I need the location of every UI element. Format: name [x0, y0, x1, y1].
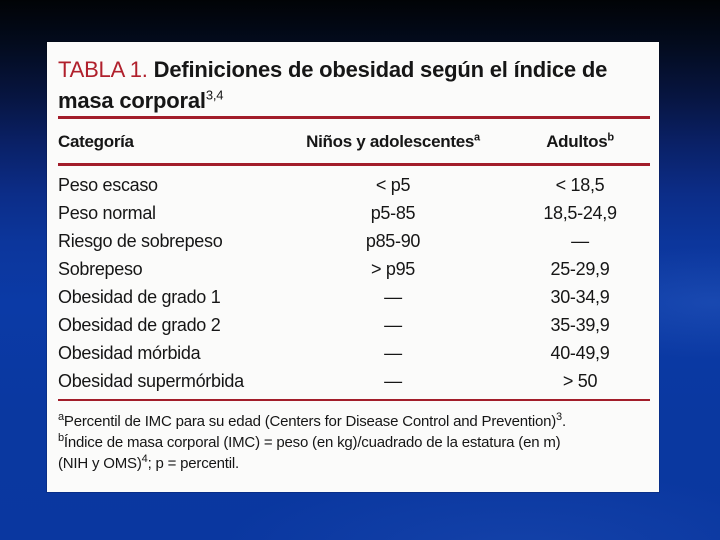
- table-card: TABLA 1. Definiciones de obesidad según …: [47, 42, 659, 492]
- cell-adultos: 30-34,9: [550, 286, 610, 307]
- cell-ninos: —: [384, 314, 402, 335]
- table-row: Peso normal p5-85 18,5-24,9: [58, 199, 650, 227]
- cell-categoria: Peso normal: [58, 202, 156, 223]
- cell-adultos: < 18,5: [555, 174, 605, 195]
- rule-top: [58, 116, 650, 119]
- cell-adultos: 35-39,9: [550, 314, 610, 335]
- footnote-b: bÍndice de masa corporal (IMC) = peso (e…: [58, 432, 561, 473]
- cell-ninos: —: [384, 342, 402, 363]
- cell-adultos: 25-29,9: [550, 258, 610, 279]
- cell-categoria: Peso escaso: [58, 174, 158, 195]
- cell-adultos: 18,5-24,9: [543, 202, 617, 223]
- table-number-label: TABLA 1.: [58, 57, 148, 82]
- cell-categoria: Sobrepeso: [58, 258, 143, 279]
- table-row: Peso escaso < p5 < 18,5: [58, 171, 650, 199]
- rule-bottom: [58, 399, 650, 401]
- cell-adultos: 40-49,9: [550, 342, 610, 363]
- footnote-b-ref: 4: [141, 453, 148, 465]
- cell-ninos: > p95: [370, 258, 416, 279]
- table-body: Peso escaso < p5 < 18,5 Peso normal p5-8…: [58, 166, 650, 395]
- cell-ninos: < p5: [375, 174, 411, 195]
- table-row: Obesidad mórbida — 40-49,9: [58, 339, 650, 367]
- col-header-adultos-sup: b: [607, 131, 614, 144]
- table-header-row: Categoría Niños y adolescentesa Adultosb: [58, 119, 650, 163]
- cell-categoria: Riesgo de sobrepeso: [58, 230, 223, 251]
- col-header-adultos: Adultosb: [546, 131, 614, 151]
- cell-categoria: Obesidad supermórbida: [58, 370, 244, 391]
- cell-ninos: p85-90: [365, 230, 421, 251]
- footnote-a-marker: a: [58, 411, 64, 423]
- cell-categoria: Obesidad de grado 2: [58, 314, 221, 335]
- footnote-a: aPercentil de IMC para su edad (Centers …: [58, 411, 566, 431]
- table-row: Sobrepeso > p95 25-29,9: [58, 255, 650, 283]
- rule-under-header: [58, 163, 650, 166]
- table-footnotes: aPercentil de IMC para su edad (Centers …: [58, 411, 650, 474]
- table-title-line2: masa corporal: [58, 88, 206, 113]
- footnote-a-ref: 3: [556, 411, 562, 423]
- table-title-line1: Definiciones de obesidad según el índice…: [153, 57, 608, 82]
- table-title: TABLA 1. Definiciones de obesidad según …: [58, 54, 650, 116]
- cell-categoria: Obesidad mórbida: [58, 342, 201, 363]
- col-header-ninos-sup: a: [474, 131, 480, 144]
- title-superscript: 3,4: [205, 87, 224, 103]
- cell-adultos: > 50: [562, 370, 598, 391]
- cell-categoria: Obesidad de grado 1: [58, 286, 221, 307]
- table-row: Obesidad de grado 1 — 30-34,9: [58, 283, 650, 311]
- table-row: Riesgo de sobrepeso p85-90 —: [58, 227, 650, 255]
- col-header-ninos: Niños y adolescentesa: [306, 131, 480, 151]
- table-row: Obesidad de grado 2 — 35-39,9: [58, 311, 650, 339]
- cell-adultos: —: [571, 230, 589, 251]
- table-row: Obesidad supermórbida — > 50: [58, 367, 650, 395]
- footnote-b-marker: b: [58, 432, 64, 444]
- col-header-categoria: Categoría: [58, 132, 134, 151]
- cell-ninos: —: [384, 286, 402, 307]
- cell-ninos: p5-85: [370, 202, 416, 223]
- cell-ninos: —: [384, 370, 402, 391]
